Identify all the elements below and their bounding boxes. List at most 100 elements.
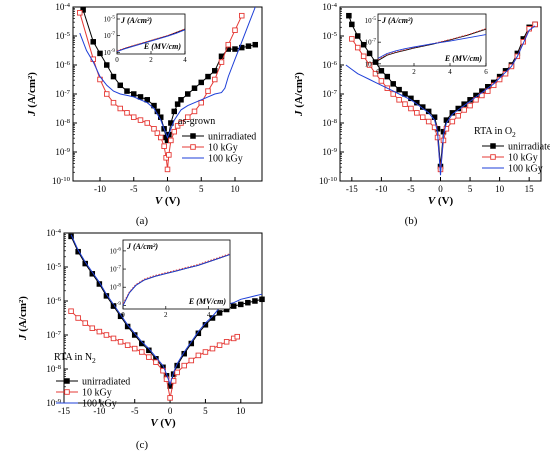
inset-series-line — [377, 28, 487, 61]
inset-y-tick-label: 10-6 — [110, 246, 122, 255]
data-point — [80, 7, 86, 13]
inset-x-tick-label: 2 — [412, 68, 416, 76]
x-tick-label: 0 — [168, 406, 173, 416]
data-point — [354, 33, 361, 39]
data-point — [153, 359, 159, 365]
y-tick-label: 10-10 — [319, 176, 338, 186]
data-point — [252, 41, 258, 48]
data-point — [103, 91, 110, 97]
legend-swatch-marker — [190, 144, 196, 150]
data-point — [425, 118, 432, 125]
inset-x-tick-label: 2 — [164, 311, 168, 319]
data-point — [346, 12, 352, 19]
x-tick-label: -10 — [94, 184, 106, 194]
y-tick-label: 10-5 — [46, 262, 61, 272]
data-point — [157, 134, 164, 141]
inset: 10-9 10-8 10-7 10-6 0 2 4 J (A/cm²) E (MV/cm) — [110, 239, 231, 319]
y-tick-label: 10-4 — [322, 2, 337, 12]
y-axis-label: J (A/cm²) — [26, 72, 38, 117]
inset-series-line — [377, 28, 487, 60]
series-line — [79, 6, 256, 139]
inset-series-line — [377, 34, 487, 59]
data-point — [161, 143, 167, 149]
legend-entry: 10 kGy — [82, 388, 112, 399]
data-point — [366, 62, 373, 68]
panel-b: 10-10 10-9 10-8 10-7 10-6 10-5 10-4 -15 -10 -5 0 5 1… — [293, 2, 550, 227]
x-tick-label: 10 — [236, 406, 246, 416]
data-point — [378, 78, 385, 84]
series-100-kgy — [79, 6, 256, 139]
legend-entry: 100 kGy — [208, 154, 243, 165]
data-point — [167, 395, 173, 401]
data-point — [211, 68, 218, 74]
y-tick-label: 10-6 — [55, 60, 70, 70]
x-tick-label: 10 — [495, 184, 505, 194]
panel-label: (c) — [136, 439, 149, 451]
inset-series-line — [122, 253, 231, 304]
data-point — [144, 97, 150, 103]
legend-entry: unirradiated — [208, 132, 256, 143]
legend-swatch-marker — [490, 143, 496, 149]
data-point — [216, 342, 223, 348]
y-tick-label: 10-6 — [322, 60, 337, 70]
y-tick-label: 10-8 — [46, 364, 61, 374]
data-point — [420, 114, 426, 120]
data-point — [137, 94, 144, 100]
data-point — [238, 12, 245, 19]
data-point — [137, 117, 144, 123]
data-point — [174, 123, 181, 129]
data-point — [230, 303, 237, 309]
series-10-kgy — [76, 10, 245, 173]
x-axis-label: V (V) — [155, 195, 181, 207]
legend-entry: unirradiated — [82, 377, 130, 388]
data-point — [408, 105, 414, 112]
inset-x-label: E (MV/cm) — [444, 54, 482, 63]
data-point — [178, 120, 184, 126]
data-point — [130, 91, 137, 97]
data-point — [166, 152, 172, 158]
data-point — [191, 85, 198, 91]
data-point — [245, 43, 252, 49]
inset-series-line — [122, 254, 231, 306]
legend-swatch-marker — [64, 378, 70, 384]
data-point — [68, 308, 74, 314]
inset-frame — [122, 239, 231, 310]
data-point — [174, 369, 180, 376]
data-point — [117, 339, 124, 345]
legend-swatch-marker — [64, 389, 70, 395]
data-point — [97, 50, 103, 57]
legend-title: RTA in O2 — [474, 126, 516, 139]
data-point — [82, 320, 88, 326]
data-point — [234, 333, 240, 340]
y-tick-label: 10-6 — [46, 296, 61, 306]
inset-y-tick-label: 10-8 — [110, 283, 122, 292]
x-tick-label: 0 — [165, 184, 170, 194]
legend-title: RTA in N2 — [54, 352, 96, 365]
x-tick-label: -5 — [131, 406, 139, 416]
data-point — [232, 46, 238, 52]
x-tick-label: -5 — [407, 184, 415, 194]
data-point — [455, 112, 461, 119]
data-point — [496, 76, 503, 83]
y-tick-label: 10-9 — [46, 398, 61, 408]
inset-x-label: E (MV/cm) — [188, 297, 226, 306]
inset-x-tick-label: 0 — [376, 68, 380, 76]
data-point — [360, 53, 367, 60]
data-point — [378, 68, 385, 74]
data-point — [130, 114, 137, 120]
inset: 10-9 10-7 10-5 0 2 4 J (A/cm²) E (MV/cm) — [104, 13, 187, 64]
x-tick-label: 5 — [203, 406, 208, 416]
inset-x-tick-label: 0 — [115, 56, 119, 64]
inset-x-tick-label: 4 — [183, 56, 187, 64]
y-tick-label: 10-5 — [322, 31, 337, 41]
y-tick-label: 10-4 — [55, 2, 70, 12]
series-10-kgy — [68, 308, 240, 401]
data-point — [198, 79, 204, 86]
data-point — [390, 91, 396, 97]
panel-a: 10-10 10-9 10-8 10-7 10-6 10-5 10-4 -10 -5 0 5 10 V … — [26, 2, 263, 227]
data-point — [502, 70, 509, 77]
